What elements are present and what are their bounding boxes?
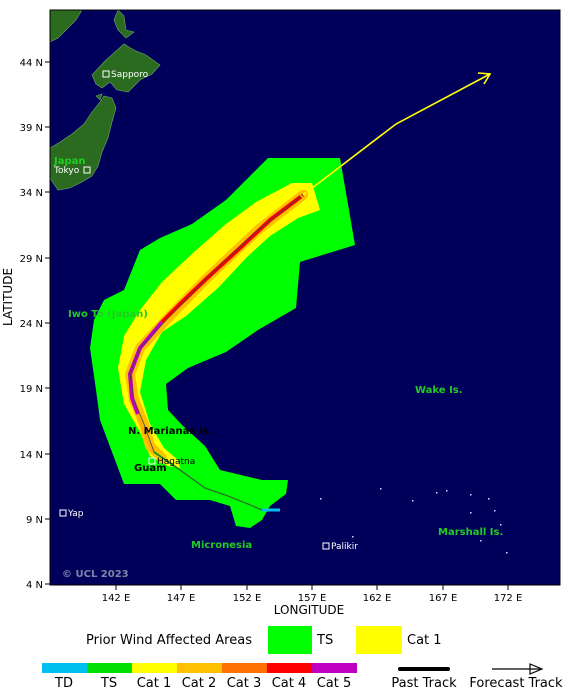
y-tick-label: 4 N [26,580,43,591]
tokyo-label: Tokyo [53,166,80,176]
forecast-arrowhead [477,72,492,85]
scale-cat1-swatch [132,663,177,673]
legend-forecast-track-label: Forecast Track [469,676,563,691]
legend-ts-label: TS [316,633,333,648]
sapporo-marker [102,70,110,78]
legend-prior-wind-title: Prior Wind Affected Areas [86,633,252,648]
scale-label-ts: TS [100,676,117,691]
x-tick-label: 162 E [363,593,392,604]
x-tick-label: 167 E [429,593,458,604]
past-track-thin [129,194,304,511]
tick-marks [45,61,509,590]
scale-cat2-swatch [177,663,222,673]
scale-label-cat1: Cat 1 [137,676,172,691]
legend-cat1-label: Cat 1 [407,633,442,648]
hagatna-label: Hagatna [157,457,195,467]
japan-landmass [49,9,161,191]
y-tick-label: 14 N [20,450,43,461]
sapporo-label: Sapporo [111,70,149,80]
yap-label: Yap [67,509,84,519]
palikir-label: Palikir [331,542,358,552]
forecast-track [302,73,491,196]
x-tick-label: 152 E [233,593,262,604]
legend-ts-swatch [268,626,312,654]
legend-category-scale [42,663,357,673]
y-axis-title: LATITUDE [1,268,15,326]
scale-label-td: TD [54,676,73,691]
y-tick-label: 24 N [20,319,43,330]
x-tick-label: 172 E [494,593,523,604]
map-frame [49,9,561,586]
hagatna-marker [148,457,156,465]
scale-cat4-swatch [267,663,312,673]
palikir-marker [322,542,330,550]
scale-label-cat2: Cat 2 [182,676,217,691]
y-tick-label: 29 N [20,254,43,265]
tokyo-marker [83,166,91,174]
region-wake: Wake Is. [415,385,463,396]
scale-label-cat3: Cat 3 [227,676,262,691]
scale-label-cat4: Cat 4 [272,676,307,691]
y-tick-label: 19 N [20,384,43,395]
region-n-marianas: N. Marianas Is. [128,426,212,437]
x-tick-label: 157 E [298,593,327,604]
legend-cat1-swatch [356,626,402,654]
copyright-label: © UCL 2023 [62,569,129,580]
y-tick-label: 44 N [20,58,43,69]
scale-label-cat5: Cat 5 [317,676,352,691]
legend-past-track-label: Past Track [391,676,457,691]
city-markers [59,70,330,550]
yap-marker [59,509,67,517]
region-guam: Guam [134,463,167,474]
scale-cat5-swatch [312,663,357,673]
legend-forecast-arrow-icon [529,663,544,675]
x-tick-label: 142 E [102,593,131,604]
region-japan: Japan [53,156,86,167]
y-tick-label: 9 N [26,515,43,526]
atolls [320,488,508,554]
region-micronesia: Micronesia [191,540,252,551]
past-track-cat2 [136,413,156,453]
x-axis-title: LONGITUDE [274,603,344,617]
scale-td-swatch [42,663,87,673]
current-position-marker [299,189,309,199]
scale-ts-swatch [87,663,132,673]
region-iwo-to: Iwo To (Japan) [68,309,148,320]
region-marshall: Marshall Is. [438,527,503,538]
scale-cat3-swatch [222,663,267,673]
y-tick-label: 39 N [20,123,43,134]
y-tick-label: 34 N [20,188,43,199]
x-tick-label: 147 E [167,593,196,604]
